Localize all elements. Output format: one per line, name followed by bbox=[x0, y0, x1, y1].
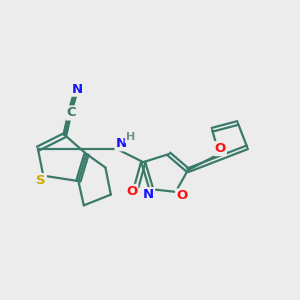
Text: N: N bbox=[143, 188, 154, 201]
Text: S: S bbox=[36, 174, 46, 187]
Text: O: O bbox=[214, 142, 226, 155]
Text: N: N bbox=[116, 137, 127, 150]
Text: N: N bbox=[71, 83, 82, 96]
Text: O: O bbox=[126, 185, 137, 198]
Text: C: C bbox=[67, 106, 76, 119]
Text: O: O bbox=[176, 189, 187, 203]
Text: H: H bbox=[126, 132, 135, 142]
